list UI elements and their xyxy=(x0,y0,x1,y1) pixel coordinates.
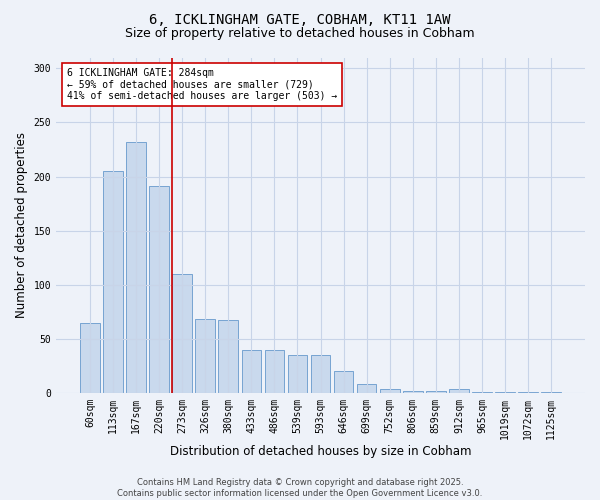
Bar xyxy=(541,392,561,393)
Bar xyxy=(126,142,146,393)
Bar xyxy=(218,320,238,393)
Bar xyxy=(334,372,353,393)
Bar xyxy=(495,392,515,393)
Bar xyxy=(403,391,422,393)
Bar xyxy=(196,320,215,393)
Bar xyxy=(172,274,192,393)
Text: 6, ICKLINGHAM GATE, COBHAM, KT11 1AW: 6, ICKLINGHAM GATE, COBHAM, KT11 1AW xyxy=(149,12,451,26)
Text: 6 ICKLINGHAM GATE: 284sqm
← 59% of detached houses are smaller (729)
41% of semi: 6 ICKLINGHAM GATE: 284sqm ← 59% of detac… xyxy=(67,68,337,101)
X-axis label: Distribution of detached houses by size in Cobham: Distribution of detached houses by size … xyxy=(170,444,471,458)
Bar xyxy=(265,350,284,393)
Bar xyxy=(242,350,261,393)
Bar xyxy=(149,186,169,393)
Bar xyxy=(311,355,331,393)
Text: Size of property relative to detached houses in Cobham: Size of property relative to detached ho… xyxy=(125,28,475,40)
Bar xyxy=(103,171,123,393)
Bar xyxy=(380,388,400,393)
Bar xyxy=(426,391,446,393)
Bar xyxy=(357,384,376,393)
Bar xyxy=(518,392,538,393)
Bar xyxy=(287,355,307,393)
Bar xyxy=(80,322,100,393)
Y-axis label: Number of detached properties: Number of detached properties xyxy=(15,132,28,318)
Bar xyxy=(449,388,469,393)
Bar xyxy=(472,392,492,393)
Text: Contains HM Land Registry data © Crown copyright and database right 2025.
Contai: Contains HM Land Registry data © Crown c… xyxy=(118,478,482,498)
